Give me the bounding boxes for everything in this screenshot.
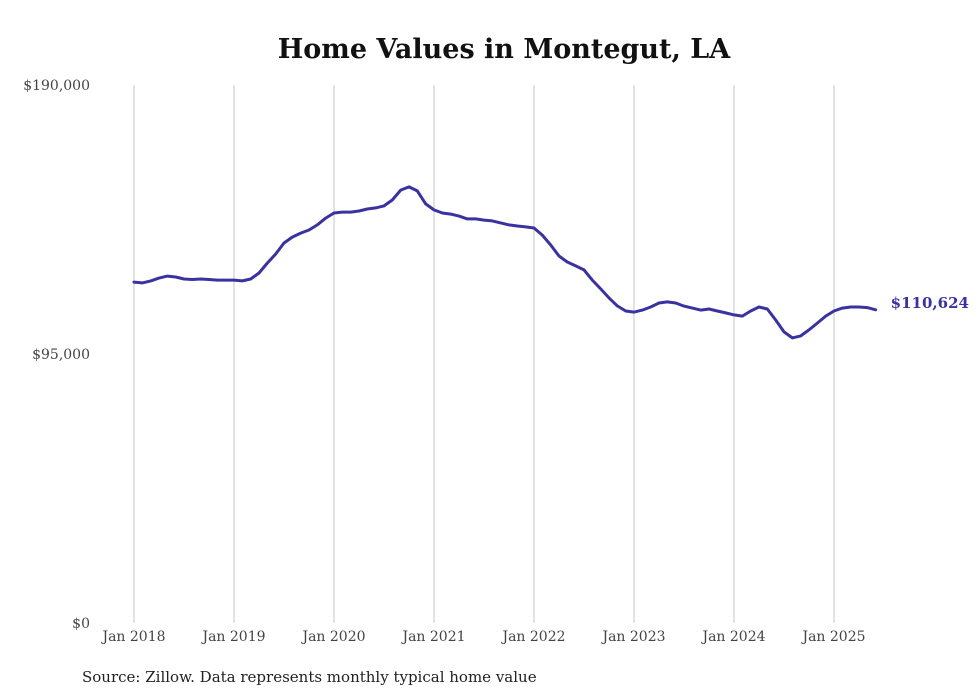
end-value-label: $110,624 xyxy=(891,294,969,312)
y-tick-label: $95,000 xyxy=(32,347,90,363)
chart-title: Home Values in Montegut, LA xyxy=(278,34,732,65)
series-line xyxy=(132,185,878,340)
x-tick-label: Jan 2022 xyxy=(500,629,565,645)
x-tick-label: Jan 2024 xyxy=(700,629,765,645)
y-tick-label: $190,000 xyxy=(23,78,90,94)
y-tick-label: $0 xyxy=(72,616,90,632)
x-tick-label: Jan 2020 xyxy=(300,629,365,645)
source-note: Source: Zillow. Data represents monthly … xyxy=(82,668,537,686)
x-tick-label: Jan 2018 xyxy=(100,629,165,645)
x-tick-label: Jan 2025 xyxy=(800,629,865,645)
x-tick-label: Jan 2021 xyxy=(400,629,465,645)
x-tick-label: Jan 2023 xyxy=(600,629,665,645)
x-tick-label: Jan 2019 xyxy=(200,629,265,645)
